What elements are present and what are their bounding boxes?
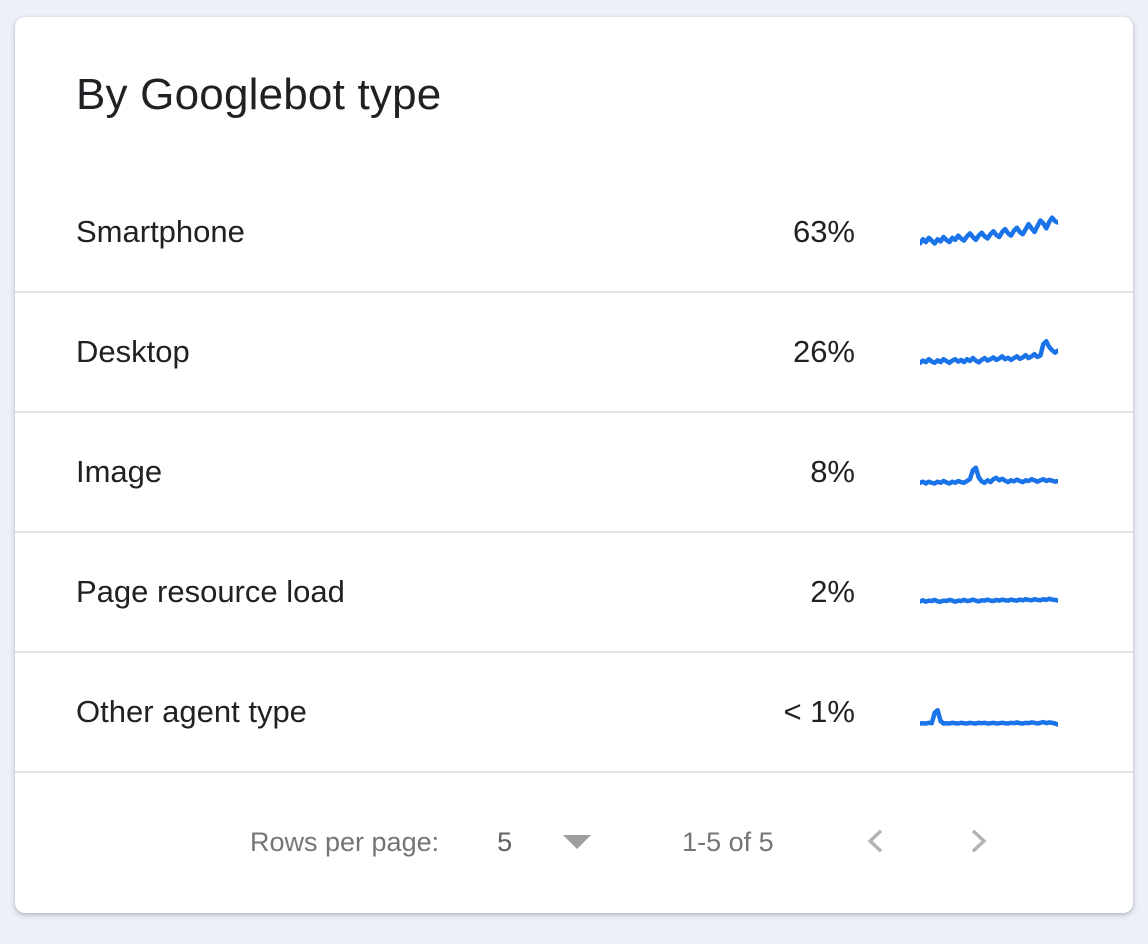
table-row-other-agent-type[interactable]: Other agent type < 1% <box>15 653 1133 773</box>
chevron-right-icon <box>963 826 993 859</box>
googlebot-type-card: By Googlebot type Smartphone 63% Desktop… <box>15 17 1133 913</box>
sparkline-chart <box>920 465 1058 486</box>
pagination-bar: Rows per page: 5 1-5 of 5 <box>15 773 1133 911</box>
row-label: Image <box>76 454 163 489</box>
row-value: 26% <box>792 334 855 369</box>
next-page-button[interactable] <box>956 820 1000 864</box>
row-label: Smartphone <box>76 214 245 249</box>
page-range-text: 1-5 of 5 <box>682 826 774 857</box>
rows-per-page-value[interactable]: 5 <box>497 826 513 857</box>
row-label: Desktop <box>76 334 190 369</box>
rows-per-page-label: Rows per page: <box>250 826 440 857</box>
previous-page-button[interactable] <box>854 820 898 864</box>
sparkline-chart <box>920 215 1058 246</box>
row-value: 2% <box>810 574 855 609</box>
row-value: < 1% <box>783 694 855 729</box>
row-value: 63% <box>792 214 855 249</box>
sparkline-chart <box>920 707 1058 727</box>
row-label: Other agent type <box>76 694 307 729</box>
row-label: Page resource load <box>76 574 345 609</box>
table-row-smartphone[interactable]: Smartphone 63% <box>15 173 1133 293</box>
table-row-image[interactable]: Image 8% <box>15 413 1133 533</box>
row-value: 8% <box>810 454 855 489</box>
table-row-desktop[interactable]: Desktop 26% <box>15 293 1133 413</box>
card-header: By Googlebot type <box>15 17 1133 173</box>
sparkline-chart <box>920 596 1058 604</box>
chevron-left-icon <box>861 826 891 859</box>
card-title: By Googlebot type <box>76 70 442 119</box>
dropdown-caret-icon[interactable] <box>562 834 592 850</box>
sparkline-chart <box>920 338 1058 366</box>
rows-per-page-select[interactable]: 5 <box>439 827 592 858</box>
table-row-page-resource-load[interactable]: Page resource load 2% <box>15 533 1133 653</box>
googlebot-table: Smartphone 63% Desktop 26% Image 8% Page… <box>15 173 1133 773</box>
